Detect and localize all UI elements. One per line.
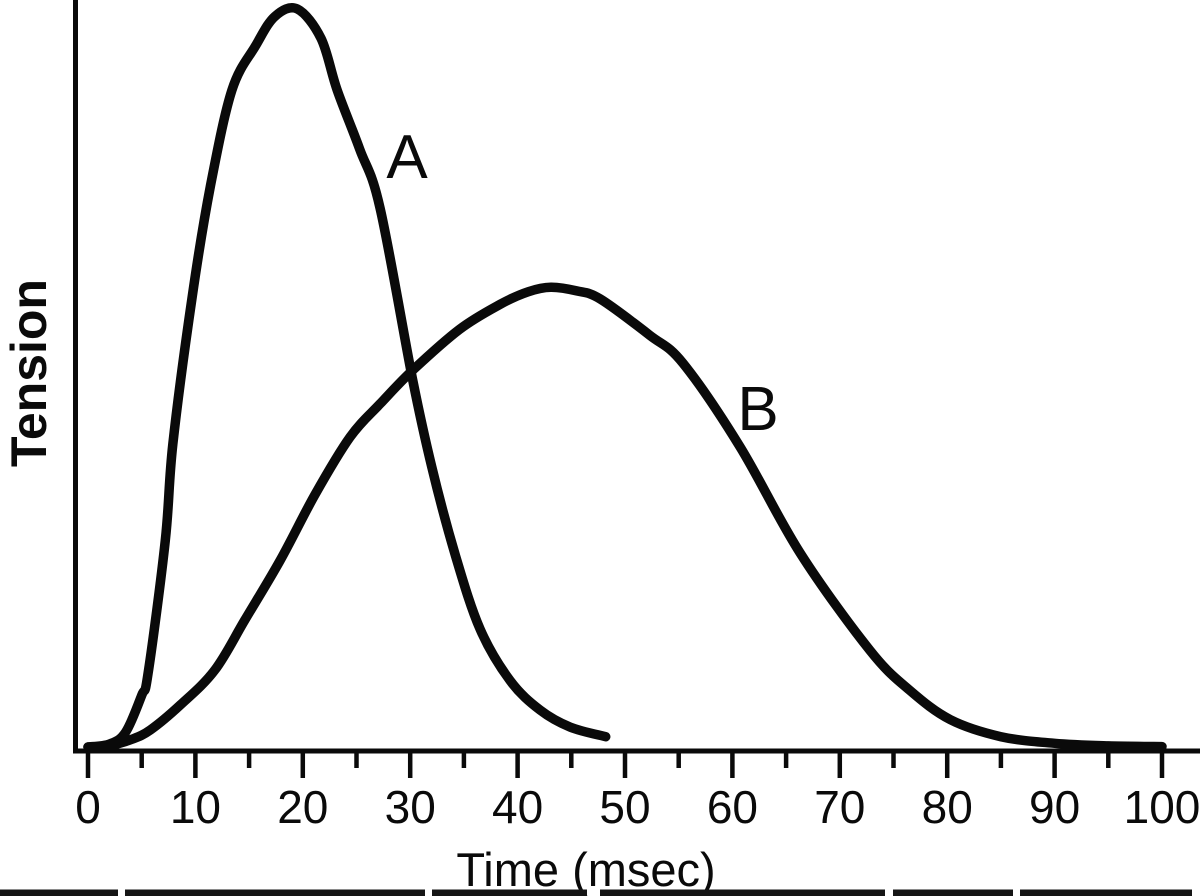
x-tick-label-40: 40: [492, 781, 543, 833]
cropped-text-fragment: [893, 889, 1013, 896]
x-tick-label-90: 90: [1029, 781, 1080, 833]
cropped-text-fragment: [432, 889, 587, 896]
curve-A: [83, 2, 611, 752]
cropped-text-fragment: [125, 889, 425, 896]
x-tick-label-50: 50: [599, 781, 650, 833]
x-tick-label-80: 80: [922, 781, 973, 833]
x-axis-title: Time (msec): [456, 843, 715, 896]
curve-B: [83, 282, 1167, 752]
x-axis-ticks: [85, 753, 1165, 778]
x-tick-label-0: 0: [75, 781, 101, 833]
curve-a-label: A: [386, 123, 428, 192]
cropped-caption-strip: [0, 889, 1192, 896]
y-axis-title: Tension: [1, 279, 57, 467]
curves: [83, 2, 1167, 752]
x-tick-label-60: 60: [707, 781, 758, 833]
x-tick-label-100: 100: [1124, 781, 1200, 833]
x-tick-label-20: 20: [277, 781, 328, 833]
x-axis-tick-labels: 0 10 20 30 40 50 60 70 80 90 100: [75, 781, 1200, 833]
x-tick-label-70: 70: [814, 781, 865, 833]
cropped-text-fragment: [600, 889, 885, 896]
cropped-text-fragment: [1020, 889, 1192, 896]
x-tick-label-30: 30: [385, 781, 436, 833]
x-tick-label-10: 10: [170, 781, 221, 833]
curve-b-label: B: [737, 375, 778, 444]
cropped-text-fragment: [0, 889, 118, 896]
